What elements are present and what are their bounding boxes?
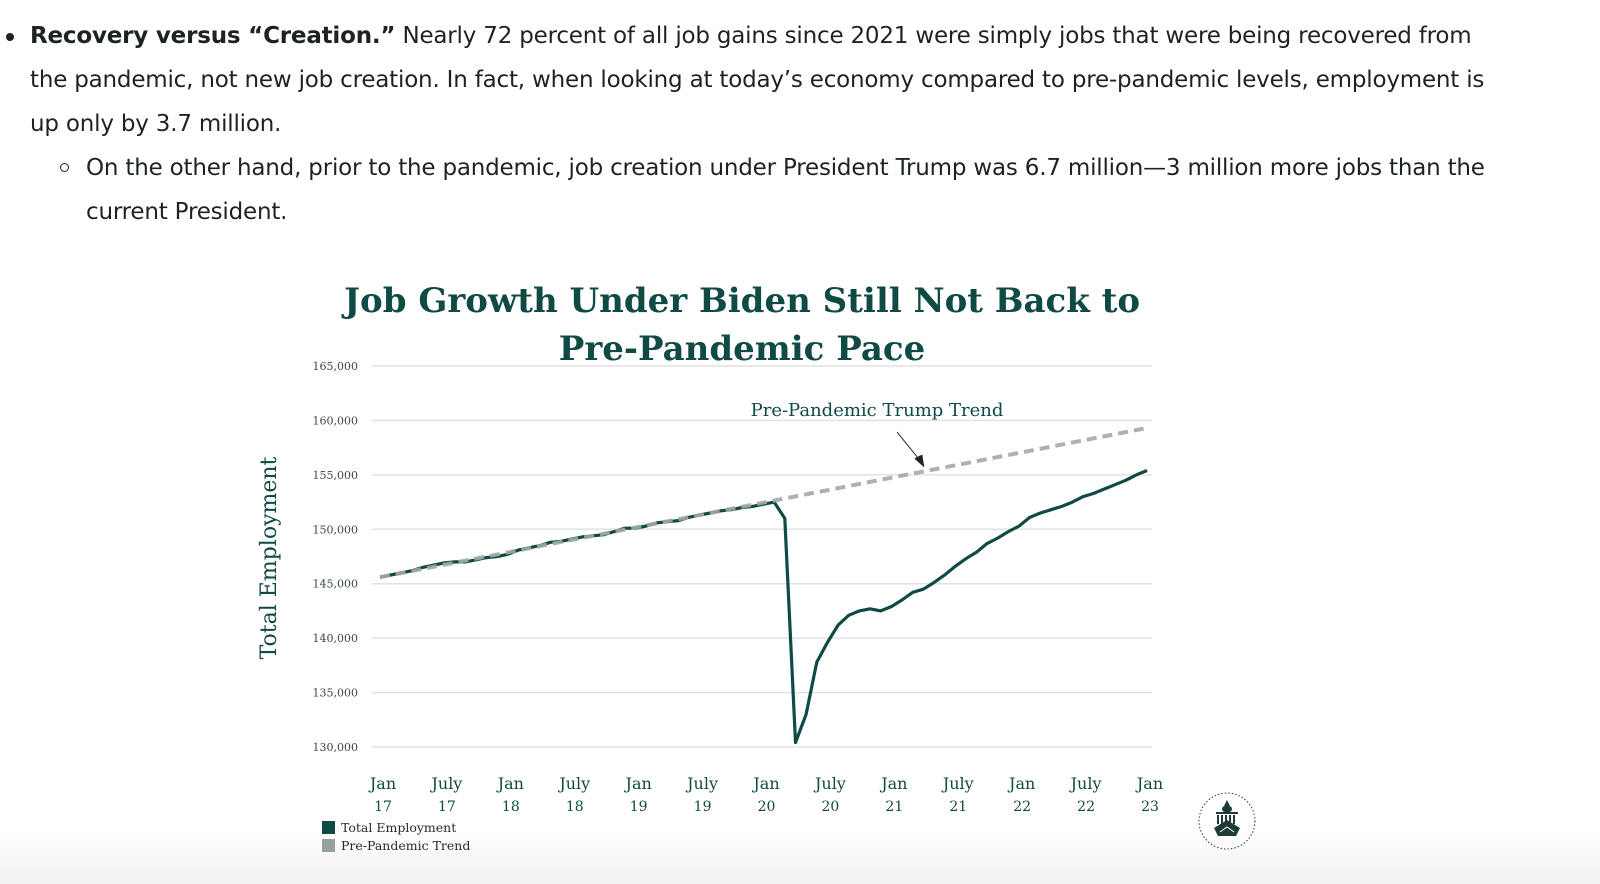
- bullet-heading: Recovery versus “Creation.”: [30, 23, 396, 49]
- y-tick-label: 150,000: [313, 523, 359, 536]
- series-group: [379, 426, 1148, 745]
- y-tick-label: 155,000: [313, 469, 359, 482]
- arrow-head: [914, 454, 925, 468]
- legend-label: Pre-Pandemic Trend: [341, 838, 470, 853]
- series-line-pre-pandemic-trend: [379, 426, 1148, 580]
- x-tick-label: Jan: [368, 774, 396, 793]
- x-tick-label: 22: [1013, 799, 1031, 815]
- y-axis-label: Total Employment: [257, 456, 282, 659]
- hollow-bullet-icon: [60, 163, 69, 172]
- x-tick-label: July: [429, 774, 462, 793]
- x-tick-label: Jan: [496, 774, 524, 793]
- x-tick-label: July: [1069, 774, 1102, 793]
- x-tick-label: July: [941, 774, 974, 793]
- sub-bullet-item: On the other hand, prior to the pandemic…: [0, 146, 1506, 234]
- y-tick-label: 135,000: [313, 687, 359, 700]
- legend-swatch: [322, 821, 335, 834]
- text-block: Recovery versus “Creation.” Nearly 72 pe…: [0, 14, 1600, 234]
- legend-swatch: [322, 839, 335, 852]
- arrow-shaft: [896, 431, 920, 460]
- x-tick-label: Jan: [879, 774, 907, 793]
- sub-bullet-body: On the other hand, prior to the pandemic…: [86, 155, 1485, 225]
- y-tick-label: 130,000: [313, 741, 359, 754]
- x-tick-label: July: [685, 774, 718, 793]
- legend-label: Total Employment: [341, 820, 456, 835]
- x-tick-label: Jan: [751, 774, 779, 793]
- x-tick-label: 21: [949, 799, 967, 815]
- legend: Total Employment Pre-Pandemic Trend: [322, 820, 470, 853]
- bullet-icon: [6, 33, 14, 41]
- bullet-body: Nearly 72 percent of all job gains since…: [30, 23, 1485, 137]
- x-tick-label: Jan: [1135, 774, 1163, 793]
- bullet-item: Recovery versus “Creation.” Nearly 72 pe…: [0, 14, 1500, 146]
- x-tick-label: 20: [758, 799, 776, 815]
- x-tick-label: 17: [374, 799, 392, 815]
- x-tick-label: 23: [1141, 799, 1159, 815]
- x-tick-label: 19: [630, 799, 648, 815]
- x-tick-labels: Jan 17 July 17 Jan 18 July 18 Jan 19 July 19 Jan 20 Ju…: [368, 774, 1163, 815]
- x-tick-label: Jan: [624, 774, 652, 793]
- series-line-total-employment: [379, 469, 1148, 745]
- x-tick-label: 22: [1077, 799, 1095, 815]
- trend-annotation: Pre-Pandemic Trump Trend: [751, 400, 1004, 421]
- y-tick-label: 160,000: [313, 414, 359, 427]
- y-tick-labels: 165,000 160,000 155,000 150,000 145,000 140,0…: [313, 360, 359, 754]
- y-tick-label: 140,000: [313, 632, 359, 645]
- x-tick-label: July: [557, 774, 590, 793]
- x-tick-label: Jan: [1007, 774, 1035, 793]
- chart-title-line2: Pre-Pandemic Pace: [559, 329, 925, 369]
- gridlines: [372, 365, 1152, 748]
- x-tick-label: 17: [438, 799, 456, 815]
- chart-title-line1: Job Growth Under Biden Still Not Back to: [341, 281, 1140, 321]
- x-tick-label: 19: [694, 799, 712, 815]
- capitol-seal-icon: [1198, 792, 1256, 850]
- y-tick-label: 145,000: [313, 578, 359, 591]
- x-tick-label: 18: [566, 799, 584, 815]
- x-tick-label: July: [813, 774, 846, 793]
- annotation-arrow-icon: [896, 431, 925, 468]
- x-tick-label: 20: [822, 799, 840, 815]
- y-tick-label: 165,000: [313, 360, 359, 373]
- x-tick-label: 21: [885, 799, 903, 815]
- x-tick-label: 18: [502, 799, 520, 815]
